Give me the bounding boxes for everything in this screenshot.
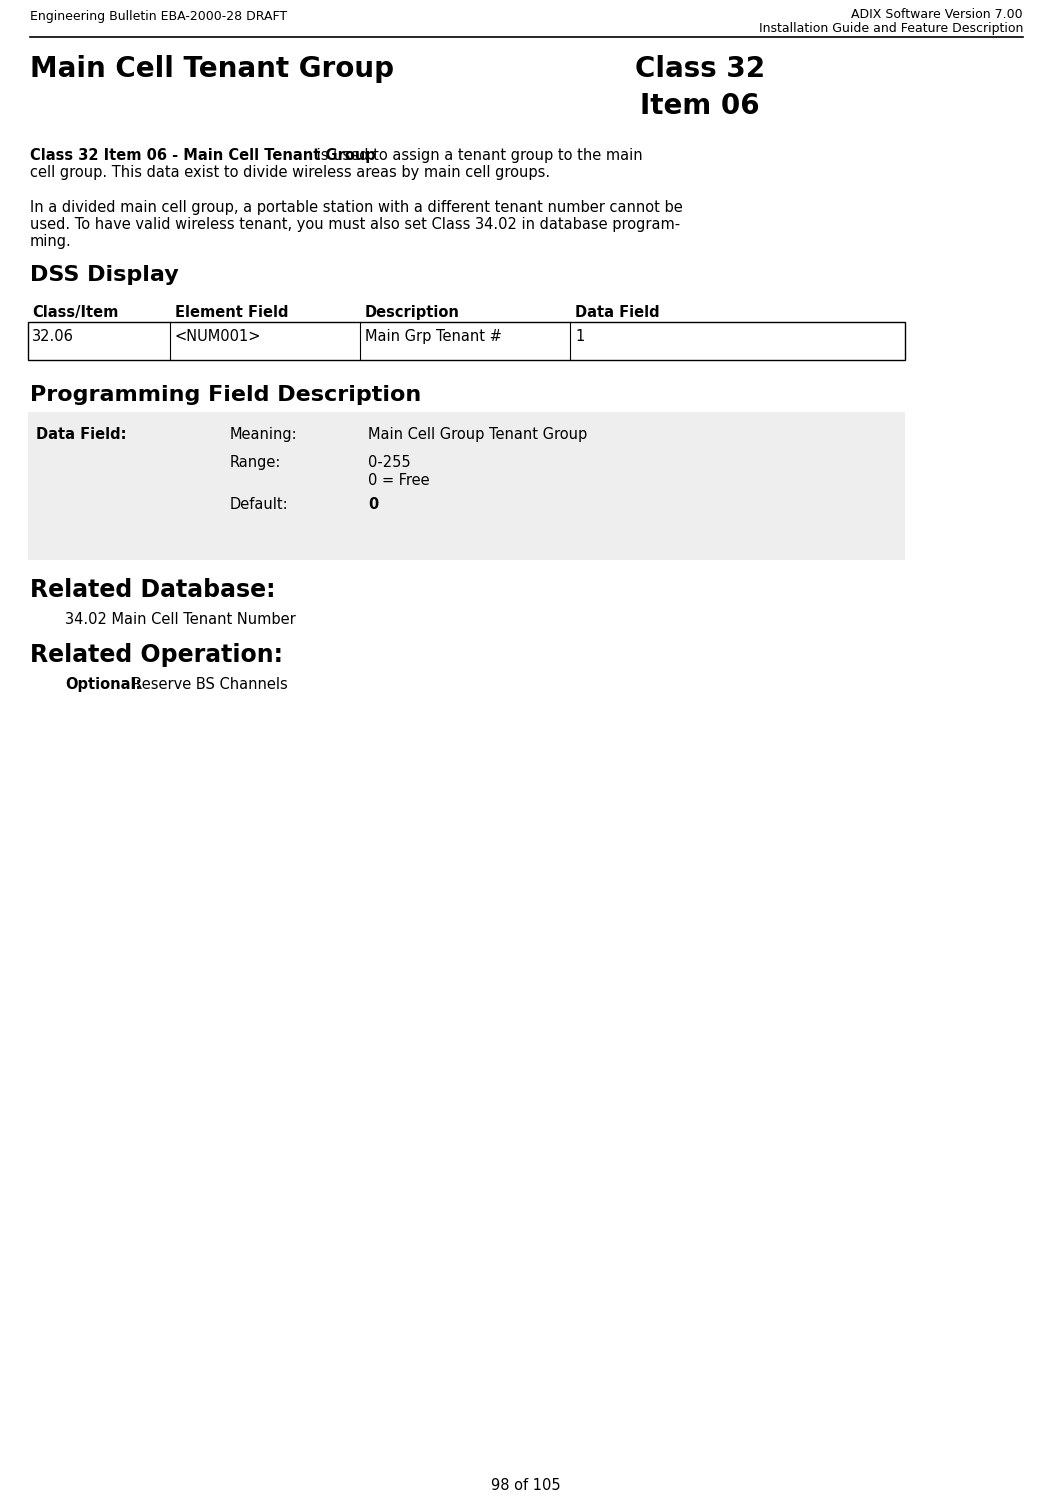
Text: ADIX Software Version 7.00: ADIX Software Version 7.00 xyxy=(852,8,1024,21)
Text: Item 06: Item 06 xyxy=(640,92,760,120)
Text: Main Cell Tenant Group: Main Cell Tenant Group xyxy=(29,56,394,83)
Text: Element Field: Element Field xyxy=(175,305,289,320)
Text: 0: 0 xyxy=(367,497,378,512)
Text: ming.: ming. xyxy=(29,234,72,249)
Text: 32.06: 32.06 xyxy=(32,329,74,344)
Text: Description: Description xyxy=(365,305,460,320)
Text: 98 of 105: 98 of 105 xyxy=(491,1478,561,1493)
Text: <NUM001>: <NUM001> xyxy=(175,329,261,344)
Text: Reserve BS Channels: Reserve BS Channels xyxy=(123,677,287,692)
Text: 0-255: 0-255 xyxy=(367,455,411,470)
Text: 0 = Free: 0 = Free xyxy=(367,473,430,488)
Text: Programming Field Description: Programming Field Description xyxy=(29,384,421,405)
Text: Class/Item: Class/Item xyxy=(32,305,118,320)
Text: 34.02 Main Cell Tenant Number: 34.02 Main Cell Tenant Number xyxy=(65,612,296,627)
Text: is used to assign a tenant group to the main: is used to assign a tenant group to the … xyxy=(312,149,642,164)
Text: Range:: Range: xyxy=(230,455,281,470)
Text: Optional:: Optional: xyxy=(65,677,141,692)
Text: DSS Display: DSS Display xyxy=(29,266,179,285)
Text: cell group. This data exist to divide wireless areas by main cell groups.: cell group. This data exist to divide wi… xyxy=(29,165,550,180)
Text: Data Field: Data Field xyxy=(575,305,659,320)
Text: Class 32: Class 32 xyxy=(635,56,766,83)
Text: Related Operation:: Related Operation: xyxy=(29,642,283,666)
Text: Main Cell Group Tenant Group: Main Cell Group Tenant Group xyxy=(367,426,588,441)
Text: Engineering Bulletin EBA-2000-28 DRAFT: Engineering Bulletin EBA-2000-28 DRAFT xyxy=(29,11,287,23)
Bar xyxy=(28,411,905,560)
Text: used. To have valid wireless tenant, you must also set Class 34.02 in database p: used. To have valid wireless tenant, you… xyxy=(29,218,680,233)
Text: Installation Guide and Feature Description: Installation Guide and Feature Descripti… xyxy=(758,23,1024,35)
Text: Class 32 Item 06 - Main Cell Tenant Group: Class 32 Item 06 - Main Cell Tenant Grou… xyxy=(29,149,376,164)
Bar xyxy=(28,323,905,360)
Text: 1: 1 xyxy=(575,329,584,344)
Text: Default:: Default: xyxy=(230,497,289,512)
Text: In a divided main cell group, a portable station with a different tenant number : In a divided main cell group, a portable… xyxy=(29,200,682,215)
Text: Meaning:: Meaning: xyxy=(230,426,298,441)
Text: Main Grp Tenant #: Main Grp Tenant # xyxy=(365,329,502,344)
Text: Related Database:: Related Database: xyxy=(29,578,276,602)
Text: Data Field:: Data Field: xyxy=(36,426,126,441)
